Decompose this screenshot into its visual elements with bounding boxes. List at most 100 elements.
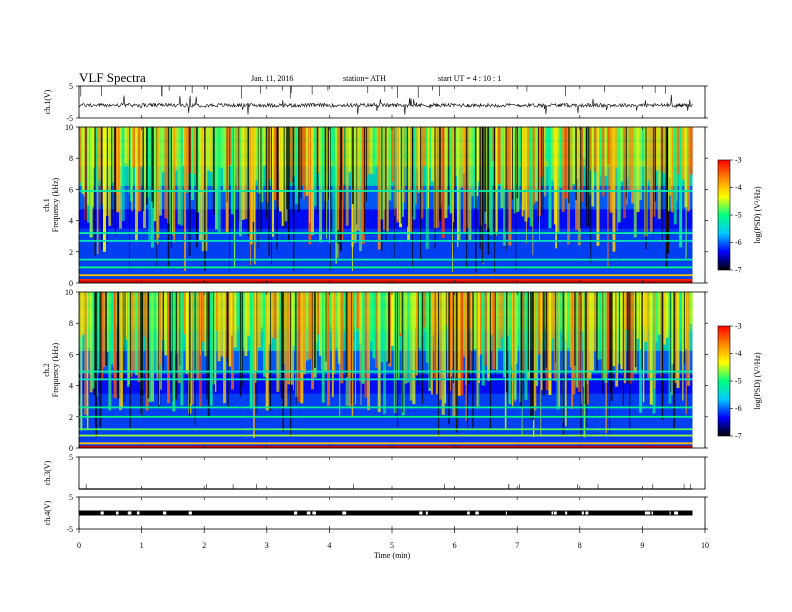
spectrogram-column [681, 127, 685, 180]
spectrogram-column [564, 127, 568, 199]
spectrogram-column [620, 292, 624, 370]
spectrogram-column [353, 127, 357, 243]
trace-gap [555, 511, 557, 515]
start-time-label: start UT = 4 : 10 : 1 [438, 74, 502, 83]
sferic-streak [514, 292, 516, 402]
spectrogram-column [375, 127, 379, 165]
spectrogram-column [172, 292, 176, 412]
spectrogram-column [177, 292, 181, 384]
spectrogram-column [463, 292, 467, 357]
sferic-streak [112, 292, 114, 368]
trace-gap [585, 511, 589, 515]
narrowband-line [79, 434, 693, 437]
spectrogram-column [668, 292, 672, 404]
sferic-streak [193, 127, 196, 174]
dc-band [79, 445, 693, 448]
spectrogram-column [153, 127, 157, 222]
spectrogram-column [551, 127, 555, 181]
y-tick-label: 2 [69, 413, 73, 422]
spectrogram-column [135, 127, 138, 243]
sferic-streak [639, 292, 641, 350]
spectrogram-column [497, 292, 501, 349]
sferic-streak [337, 127, 339, 231]
spectrogram-column [185, 292, 189, 374]
spectrogram-column [652, 292, 656, 414]
sferic-streak [226, 127, 228, 203]
spectrogram-column [404, 127, 408, 164]
spectrogram-column [244, 292, 248, 356]
sferic-streak [345, 292, 348, 378]
spectrogram-column [212, 292, 216, 385]
x-tick-label: 8 [578, 541, 582, 550]
spectrogram-column [199, 127, 202, 241]
sferic-streak [159, 292, 160, 406]
spectrogram-column [177, 127, 181, 225]
spectrogram-column [100, 292, 104, 381]
sferic-streak [324, 127, 326, 235]
waveform-frame [78, 85, 706, 119]
y-tick-label: 8 [69, 319, 73, 328]
sferic-streak [92, 127, 94, 208]
x-tick-label: 6 [453, 541, 457, 550]
sferic-streak [452, 292, 455, 384]
spectrogram-column [265, 292, 269, 411]
ch2-spectrogram-ylabel: ch.2 [42, 363, 51, 377]
spectrogram-column [127, 127, 130, 161]
spectrogram-column [503, 292, 507, 378]
sferic-streak [541, 127, 543, 213]
trace-gap [136, 511, 140, 515]
sferic-streak [329, 127, 331, 271]
narrowband-line [79, 378, 693, 381]
y-tick-label: 6 [69, 350, 73, 359]
sferic-streak [226, 292, 228, 362]
spectrogram-column [508, 127, 512, 246]
sferic-streak [295, 292, 297, 405]
sferic-streak [494, 292, 496, 378]
spectrogram-row [79, 267, 693, 272]
spectrogram-column [231, 292, 235, 390]
spectrogram-column [615, 292, 619, 387]
sferic-streak [576, 127, 579, 180]
spectrogram-row [79, 436, 693, 441]
spectrogram-column [156, 292, 160, 381]
spectrogram-column [159, 127, 162, 216]
spectrogram-column [169, 292, 173, 351]
spectrogram-column [417, 292, 421, 348]
sferic-streak [99, 292, 102, 428]
spectrogram-column [409, 292, 413, 401]
spectrogram-column [500, 127, 504, 208]
spectrogram-column [647, 127, 651, 181]
spectrogram-column [236, 292, 240, 327]
spectrogram-column [596, 292, 600, 360]
spectrogram-column [311, 127, 315, 235]
sferic-streak [105, 292, 108, 366]
spectrogram-column [449, 127, 453, 214]
sferic-streak [534, 292, 537, 411]
chart-title: VLF Spectra [79, 70, 146, 85]
sferic-streak [465, 292, 467, 386]
sferic-streak [298, 127, 300, 212]
spectrogram-column [548, 292, 552, 396]
sferic-streak [682, 292, 684, 401]
spectrogram-column [636, 292, 640, 339]
spectrogram-column [631, 127, 635, 204]
spectrogram-column [252, 127, 256, 222]
spectrogram-row [79, 420, 693, 425]
sferic-streak [331, 292, 334, 398]
spectrogram-row [79, 428, 693, 433]
spectrogram-column [567, 292, 571, 348]
spectrogram-column [687, 127, 691, 212]
sferic-streak [280, 292, 283, 399]
spectrogram-column [121, 127, 125, 221]
spectrogram-column [81, 292, 85, 335]
spectrogram-column [652, 127, 656, 217]
sferic-streak [329, 127, 331, 244]
sferic-streak [399, 127, 402, 225]
sferic-streak [95, 292, 98, 438]
spectrogram-column [276, 292, 280, 392]
spectrogram-column [97, 292, 101, 370]
sferic-streak [85, 127, 87, 222]
spectrogram-column [631, 292, 635, 381]
spectrogram-column [591, 127, 595, 207]
sferic-streak [314, 292, 316, 368]
